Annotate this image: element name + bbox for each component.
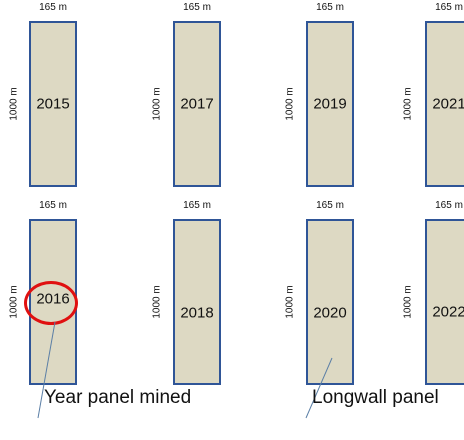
- panel-width-label: 165 m: [39, 200, 67, 211]
- longwall-panel-2017: 2017: [173, 21, 221, 187]
- longwall-panel-2018: 2018: [173, 219, 221, 385]
- panel-width-label: 165 m: [316, 2, 344, 13]
- panel-year-label: 2018: [180, 304, 214, 322]
- longwall-panel-2019: 2019: [306, 21, 354, 187]
- panel-width-label: 165 m: [183, 2, 211, 13]
- panel-width-label: 165 m: [39, 2, 67, 13]
- highlight-circle: [24, 281, 78, 325]
- longwall-panel-annotation: Longwall panel: [312, 387, 439, 408]
- panel-year-label: 2019: [313, 95, 347, 113]
- longwall-panel-2021: 2021: [425, 21, 464, 187]
- panel-year-label: 2017: [180, 95, 214, 113]
- panel-year-label: 2021: [432, 95, 464, 113]
- longwall-panel-2015: 2015: [29, 21, 77, 187]
- panel-year-label: 2015: [36, 95, 70, 113]
- year-panel-mined-annotation: Year panel mined: [44, 387, 192, 408]
- panel-width-label: 165 m: [435, 200, 463, 211]
- panel-width-label: 165 m: [316, 200, 344, 211]
- panel-leader-line: [305, 357, 333, 419]
- longwall-panel-2022: 2022: [425, 219, 464, 385]
- panel-width-label: 165 m: [183, 200, 211, 211]
- panel-year-label: 2020: [313, 304, 347, 322]
- year-leader-line: [37, 321, 56, 419]
- panel-year-label: 2022: [432, 303, 464, 321]
- longwall-panel-2020: 2020: [306, 219, 354, 385]
- panel-width-label: 165 m: [435, 2, 463, 13]
